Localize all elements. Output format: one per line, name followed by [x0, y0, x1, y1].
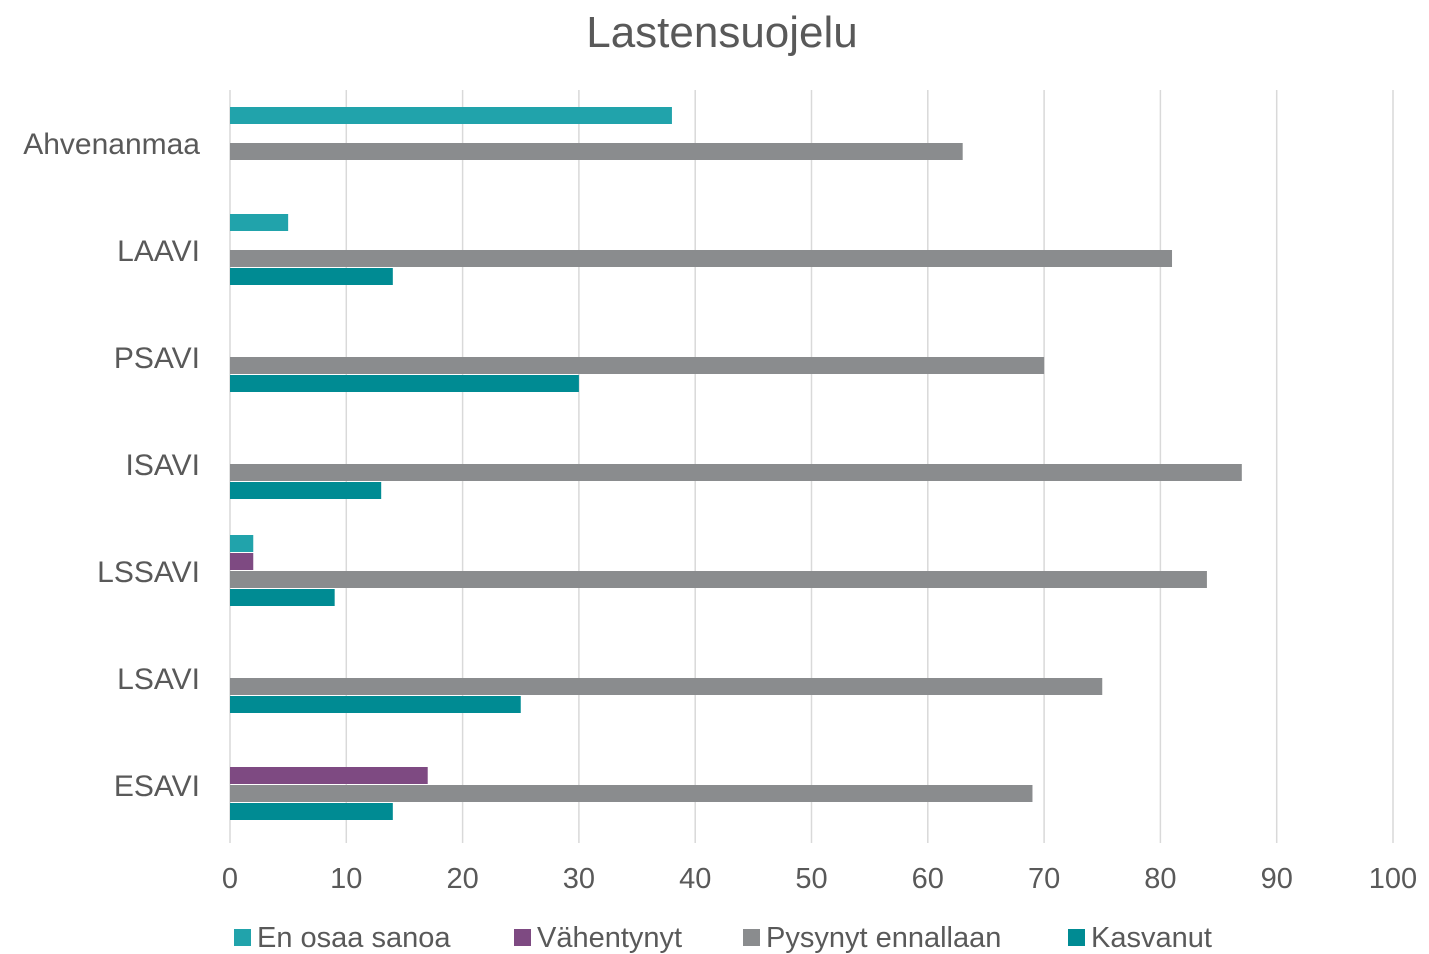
- bar-lssavi-0: [230, 535, 254, 552]
- bar-esavi-1: [230, 767, 428, 784]
- bar-isavi-2: [230, 464, 1242, 481]
- category-label-lsavi: LSAVI: [117, 663, 200, 696]
- legend-label-1: Vähentynyt: [537, 922, 682, 954]
- category-label-ahvenanmaa: Ahvenanmaa: [23, 128, 200, 161]
- category-label-psavi: PSAVI: [114, 342, 200, 375]
- bar-ahvenanmaa-0: [230, 107, 672, 124]
- legend-swatch-1: [514, 929, 531, 946]
- x-tick-labels: 0 10 20 30 40 50 60 70 80 90 100: [222, 863, 1417, 895]
- x-tick-90: 90: [1261, 863, 1293, 895]
- bar-esavi-3: [230, 803, 393, 820]
- category-label-lssavi: LSSAVI: [97, 556, 200, 589]
- x-tick-10: 10: [330, 863, 362, 895]
- x-tick-40: 40: [679, 863, 711, 895]
- category-label-laavi: LAAVI: [117, 235, 200, 268]
- legend-label-0: En osaa sanoa: [257, 922, 451, 954]
- x-tick-30: 30: [563, 863, 595, 895]
- x-tick-100: 100: [1369, 863, 1417, 895]
- legend-swatch-2: [743, 929, 760, 946]
- bar-esavi-2: [230, 785, 1033, 802]
- bar-psavi-2: [230, 357, 1045, 374]
- bar-lsavi-3: [230, 696, 521, 713]
- bar-lsavi-2: [230, 678, 1103, 695]
- legend-swatch-0: [234, 929, 251, 946]
- bar-lssavi-3: [230, 589, 335, 606]
- bar-isavi-3: [230, 482, 382, 499]
- x-tick-60: 60: [912, 863, 944, 895]
- x-tick-50: 50: [795, 863, 827, 895]
- bar-lssavi-2: [230, 571, 1207, 588]
- x-tick-70: 70: [1028, 863, 1060, 895]
- x-tick-80: 80: [1144, 863, 1176, 895]
- legend-label-2: Pysynyt ennallaan: [766, 922, 1001, 954]
- legend: En osaa sanoa Vähentynyt Pysynyt ennallaan…: [234, 922, 1212, 954]
- legend-swatch-3: [1068, 929, 1085, 946]
- bar-laavi-2: [230, 250, 1173, 267]
- bar-laavi-0: [230, 214, 289, 231]
- category-label-esavi: ESAVI: [114, 770, 200, 803]
- bar-lssavi-1: [230, 553, 254, 570]
- legend-label-3: Kasvanut: [1091, 922, 1212, 954]
- category-label-isavi: ISAVI: [126, 449, 200, 482]
- bar-psavi-3: [230, 375, 579, 392]
- bar-ahvenanmaa-2: [230, 143, 963, 160]
- category-labels: Ahvenanmaa LAAVI PSAVI ISAVI LSSAVI LSAVI ESAV…: [23, 128, 200, 803]
- x-tick-20: 20: [446, 863, 478, 895]
- bar-laavi-3: [230, 268, 393, 285]
- chart-title: Lastensuojelu: [586, 8, 858, 57]
- bars: [230, 107, 1242, 820]
- x-tick-0: 0: [222, 863, 238, 895]
